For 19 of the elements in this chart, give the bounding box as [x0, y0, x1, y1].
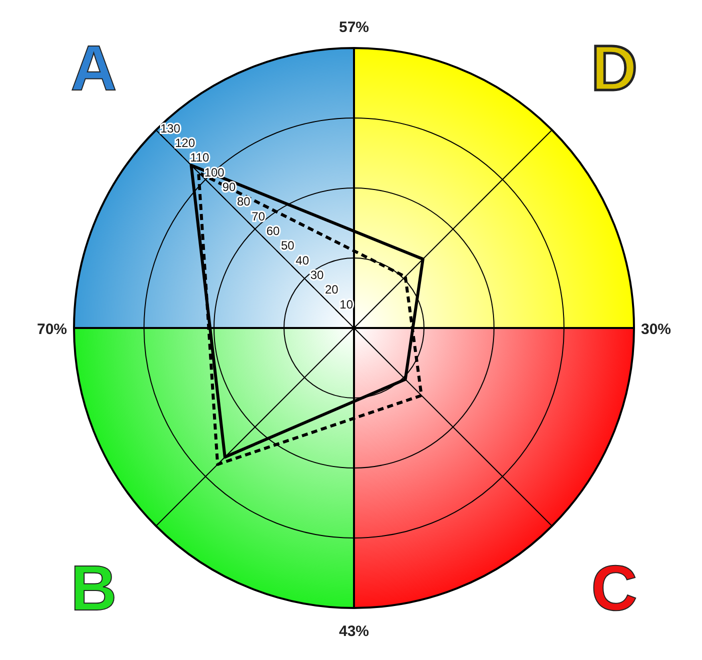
y-tick-label: 70: [252, 209, 266, 224]
y-tick-label: 60: [266, 224, 280, 238]
spoke-label: C: [591, 552, 638, 624]
y-tick-label: 30: [310, 268, 324, 282]
y-tick-label: 50: [280, 238, 295, 253]
y-tick-label: 40: [296, 253, 310, 268]
y-tick-label: 120: [174, 136, 196, 150]
y-tick-label: 130: [160, 121, 181, 136]
y-tick-label: 10: [340, 297, 354, 312]
y-tick-label: 110: [190, 150, 210, 165]
text: 70%: [36, 321, 68, 338]
text: 30%: [640, 321, 672, 338]
text: 43%: [338, 623, 370, 640]
y-tick-label: 80: [236, 194, 251, 209]
spoke-label: D: [591, 32, 638, 104]
text: 57%: [338, 19, 370, 36]
y-tick-label: 20: [324, 282, 339, 297]
spoke-label: A: [70, 32, 117, 104]
spoke-label: B: [70, 552, 117, 624]
